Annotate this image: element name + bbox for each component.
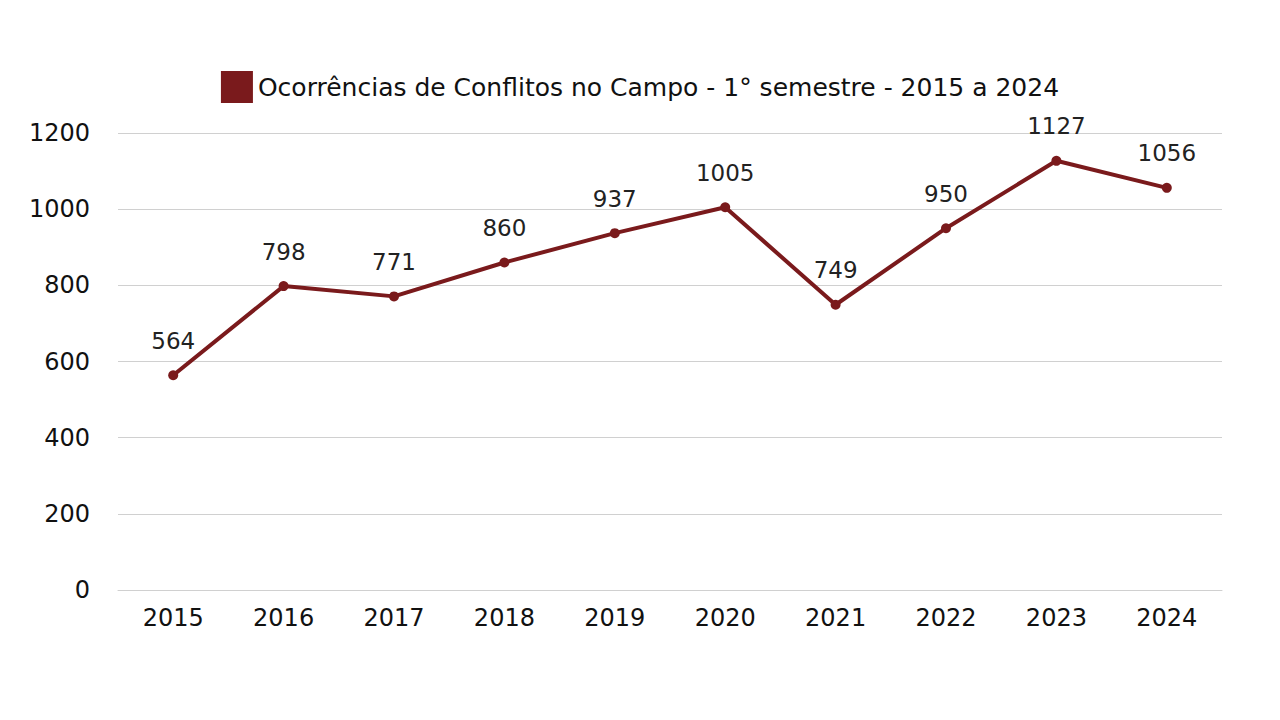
svg-text:950: 950 [924, 181, 968, 207]
svg-text:564: 564 [151, 328, 195, 354]
svg-text:2024: 2024 [1136, 604, 1197, 632]
svg-text:1056: 1056 [1138, 140, 1197, 166]
svg-text:600: 600 [44, 348, 90, 376]
svg-text:2015: 2015 [143, 604, 204, 632]
svg-text:2021: 2021 [805, 604, 866, 632]
svg-text:2020: 2020 [695, 604, 756, 632]
svg-text:400: 400 [44, 424, 90, 452]
svg-text:1200: 1200 [29, 119, 90, 147]
svg-text:0: 0 [75, 576, 90, 604]
svg-text:1000: 1000 [29, 195, 90, 223]
svg-text:200: 200 [44, 500, 90, 528]
svg-text:1005: 1005 [696, 160, 755, 186]
svg-text:2016: 2016 [253, 604, 314, 632]
svg-text:798: 798 [262, 239, 306, 265]
svg-text:2019: 2019 [584, 604, 645, 632]
svg-text:1127: 1127 [1027, 113, 1086, 139]
svg-text:860: 860 [482, 215, 526, 241]
svg-text:Ocorrências de Conflitos no Ca: Ocorrências de Conflitos no Campo - 1° s… [258, 73, 1059, 102]
svg-text:2017: 2017 [363, 604, 424, 632]
svg-text:800: 800 [44, 271, 90, 299]
svg-text:937: 937 [593, 186, 637, 212]
svg-text:771: 771 [372, 249, 416, 275]
svg-text:2022: 2022 [915, 604, 976, 632]
svg-text:2018: 2018 [474, 604, 535, 632]
svg-text:749: 749 [814, 257, 858, 283]
svg-text:2023: 2023 [1026, 604, 1087, 632]
